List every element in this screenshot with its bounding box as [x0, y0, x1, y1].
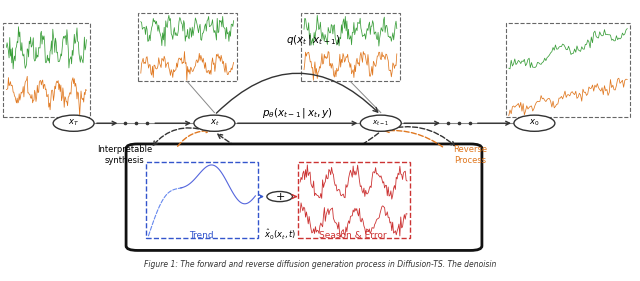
- FancyArrowPatch shape: [153, 128, 205, 145]
- FancyArrowPatch shape: [383, 127, 454, 146]
- FancyArrowPatch shape: [216, 73, 378, 113]
- Text: $x_0$: $x_0$: [529, 118, 540, 128]
- Text: $x_{t-1}$: $x_{t-1}$: [372, 119, 390, 128]
- Circle shape: [194, 115, 235, 131]
- FancyArrowPatch shape: [385, 129, 442, 147]
- Text: $\hat{x}_0(x_t, t)$: $\hat{x}_0(x_t, t)$: [264, 228, 296, 242]
- FancyBboxPatch shape: [126, 144, 482, 250]
- Text: $q(x_t\,|\,x_{t-1})$: $q(x_t\,|\,x_{t-1})$: [286, 33, 341, 47]
- Circle shape: [514, 115, 555, 131]
- Bar: [298, 162, 410, 238]
- Text: Trend: Trend: [189, 231, 214, 240]
- Text: $x_t$: $x_t$: [209, 118, 220, 128]
- Circle shape: [360, 115, 401, 131]
- Text: Reverse
Process: Reverse Process: [453, 145, 488, 165]
- Bar: [301, 13, 400, 81]
- Text: $p_\theta(x_{t-1}\,|\,x_t, y)$: $p_\theta(x_{t-1}\,|\,x_t, y)$: [262, 106, 333, 120]
- Text: Figure 1: The forward and reverse diffusion generation process in Diffusion-TS. : Figure 1: The forward and reverse diffus…: [144, 260, 496, 269]
- Text: $+$: $+$: [275, 191, 285, 202]
- Bar: [3, 23, 90, 117]
- FancyArrowPatch shape: [178, 129, 210, 146]
- Text: $x_T$: $x_T$: [68, 118, 79, 128]
- Bar: [138, 13, 237, 81]
- Text: Interpretable
synthesis: Interpretable synthesis: [97, 145, 152, 165]
- Circle shape: [267, 192, 292, 202]
- FancyArrowPatch shape: [218, 133, 379, 165]
- Text: Season & Error: Season & Error: [319, 231, 387, 240]
- Bar: [146, 162, 258, 238]
- Circle shape: [53, 115, 94, 131]
- Bar: [506, 23, 630, 117]
